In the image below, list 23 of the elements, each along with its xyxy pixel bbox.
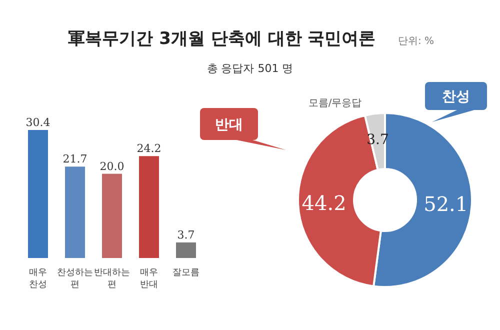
data-label: 24.2 xyxy=(136,142,162,156)
data-label: 20.0 xyxy=(100,160,124,173)
x-tick-label: 잘모름 xyxy=(172,268,200,278)
data-label: 52.1 xyxy=(424,192,468,216)
slice-label: 찬성 xyxy=(442,89,470,105)
bar xyxy=(65,166,85,258)
slice-label: 반대 xyxy=(215,117,243,133)
bar xyxy=(102,174,122,258)
chart-title: 軍복무기간 3개월 단축에 대한 국민여론 xyxy=(68,29,376,49)
text: 단위: % xyxy=(398,36,434,47)
data-label: 30.4 xyxy=(26,116,50,129)
data-label: 3.7 xyxy=(177,228,195,242)
x-tick-label: 찬성하는 편 xyxy=(57,268,93,290)
data-label: 44.2 xyxy=(302,191,346,216)
slice-label: 모름/무응답 xyxy=(308,98,362,109)
text: 총 응답자 501 명 xyxy=(206,62,294,75)
x-tick-label: 매우 찬성 xyxy=(29,268,47,290)
bar xyxy=(139,156,159,258)
bar xyxy=(176,242,196,258)
bar xyxy=(28,130,48,258)
x-tick-label: 매우 반대 xyxy=(140,268,158,290)
x-tick-label: 반대하는 편 xyxy=(94,268,130,290)
data-label: 21.7 xyxy=(62,152,88,166)
